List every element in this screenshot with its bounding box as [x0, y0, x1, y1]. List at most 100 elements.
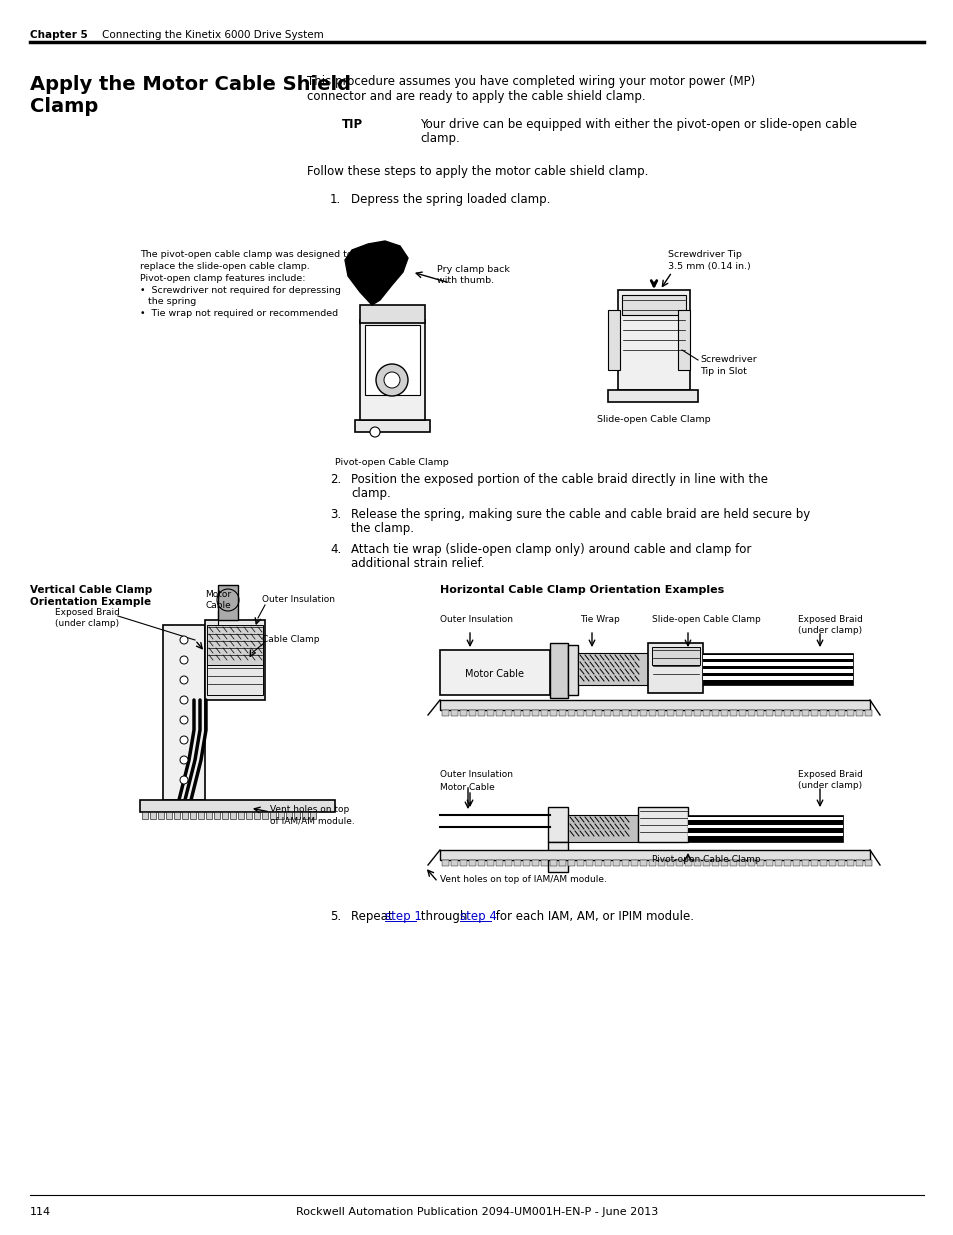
Bar [658, 710, 664, 716]
Text: Motor Cable: Motor Cable [465, 669, 524, 679]
Bar [190, 811, 195, 819]
Bar [486, 860, 494, 866]
Bar [855, 710, 862, 716]
Bar [207, 664, 263, 695]
Text: Pivot-open Cable Clamp: Pivot-open Cable Clamp [651, 855, 760, 864]
Text: step 1: step 1 [384, 910, 421, 923]
Bar [567, 645, 578, 695]
Text: for each IAM, AM, or IPIM module.: for each IAM, AM, or IPIM module. [492, 910, 693, 923]
Bar [711, 710, 719, 716]
Bar [846, 860, 853, 866]
Bar [439, 650, 550, 695]
Text: Screwdriver: Screwdriver [700, 354, 756, 364]
Bar [684, 710, 691, 716]
Text: (under clamp): (under clamp) [797, 781, 862, 790]
Bar [277, 811, 284, 819]
Bar [729, 710, 737, 716]
Circle shape [180, 676, 188, 684]
Bar [607, 310, 619, 370]
Circle shape [180, 776, 188, 784]
Bar [676, 860, 682, 866]
Bar [648, 860, 656, 866]
Bar [514, 710, 520, 716]
Bar [765, 710, 772, 716]
Bar [855, 860, 862, 866]
Bar [801, 710, 808, 716]
Bar [739, 710, 745, 716]
Circle shape [180, 756, 188, 764]
Bar [792, 710, 800, 716]
Bar [567, 815, 638, 842]
Text: 114: 114 [30, 1207, 51, 1216]
Bar [469, 710, 476, 716]
Bar [567, 860, 575, 866]
Text: Chapter 5: Chapter 5 [30, 30, 88, 40]
Text: Tip in Slot: Tip in Slot [700, 367, 746, 375]
Bar [678, 310, 689, 370]
Text: Slide-open Cable Clamp: Slide-open Cable Clamp [597, 415, 710, 424]
Bar [747, 710, 754, 716]
Bar [648, 710, 656, 716]
Bar [702, 669, 852, 673]
Text: Pry clamp back: Pry clamp back [436, 266, 509, 274]
Bar [792, 860, 800, 866]
Bar [693, 860, 700, 866]
Bar [496, 860, 502, 866]
Text: step 4: step 4 [459, 910, 497, 923]
Bar [720, 860, 727, 866]
Bar [198, 811, 204, 819]
Bar [638, 806, 687, 842]
Text: TIP: TIP [341, 119, 363, 131]
Bar [522, 860, 530, 866]
Text: Repeat: Repeat [351, 910, 395, 923]
Text: Cable: Cable [205, 601, 231, 610]
Bar [286, 811, 292, 819]
Bar [441, 710, 449, 716]
Bar [687, 815, 842, 842]
Text: Vertical Cable Clamp: Vertical Cable Clamp [30, 585, 152, 595]
Bar [504, 860, 512, 866]
Bar [639, 710, 646, 716]
Text: 1.: 1. [330, 193, 341, 206]
Bar [647, 643, 702, 693]
Bar [550, 710, 557, 716]
Bar [359, 305, 424, 324]
Bar [864, 710, 871, 716]
Bar [547, 842, 567, 872]
Bar [711, 860, 719, 866]
Bar [621, 710, 628, 716]
Text: Screwdriver Tip: Screwdriver Tip [667, 249, 741, 259]
Bar [142, 811, 148, 819]
Text: Attach tie wrap (slide-open clamp only) around cable and clamp for: Attach tie wrap (slide-open clamp only) … [351, 543, 751, 556]
Bar [469, 860, 476, 866]
Bar [522, 710, 530, 716]
Bar [801, 860, 808, 866]
Bar [618, 290, 689, 390]
Bar [230, 811, 235, 819]
Bar [630, 710, 638, 716]
Text: Exposed Braid: Exposed Braid [55, 608, 120, 618]
Bar [687, 825, 842, 827]
Circle shape [375, 364, 408, 396]
Bar [310, 811, 315, 819]
Bar [702, 676, 852, 680]
Bar [687, 832, 842, 836]
Text: Cable Clamp: Cable Clamp [262, 635, 319, 643]
Bar [477, 860, 484, 866]
Bar [757, 860, 763, 866]
Bar [439, 700, 869, 710]
Bar [828, 860, 835, 866]
Bar [577, 710, 583, 716]
Bar [621, 860, 628, 866]
Bar [222, 811, 228, 819]
Bar [550, 860, 557, 866]
Bar [577, 860, 583, 866]
Bar [621, 295, 685, 315]
Bar [578, 653, 647, 685]
Text: 4.: 4. [330, 543, 341, 556]
Bar [359, 320, 424, 420]
Bar [270, 811, 275, 819]
Text: additional strain relief.: additional strain relief. [351, 557, 484, 571]
Text: Motor: Motor [205, 590, 231, 599]
Bar [774, 710, 781, 716]
